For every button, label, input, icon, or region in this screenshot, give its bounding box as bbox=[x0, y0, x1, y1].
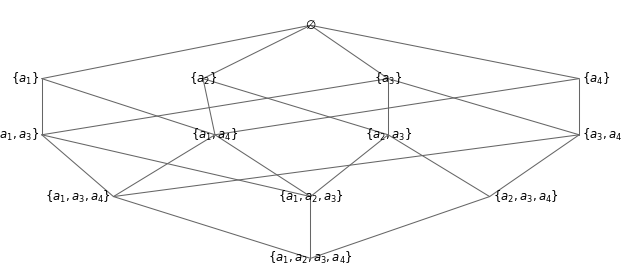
Text: $\{a_2,a_3,a_4\}$: $\{a_2,a_3,a_4\}$ bbox=[492, 188, 558, 205]
Text: $\{a_2\}$: $\{a_2\}$ bbox=[189, 71, 217, 87]
Text: $\{a_2,a_3\}$: $\{a_2,a_3\}$ bbox=[365, 127, 412, 143]
Text: $\{a_1,a_3,a_4\}$: $\{a_1,a_3,a_4\}$ bbox=[45, 188, 111, 205]
Text: $\{a_1\}$: $\{a_1\}$ bbox=[11, 71, 39, 87]
Text: $\{a_1,a_2,a_3\}$: $\{a_1,a_2,a_3\}$ bbox=[278, 188, 343, 205]
Text: $\{a_1,a_2,a_3,a_4\}$: $\{a_1,a_2,a_3,a_4\}$ bbox=[268, 250, 353, 266]
Text: $\{a_1,a_4\}$: $\{a_1,a_4\}$ bbox=[191, 127, 238, 143]
Text: $\{a_3\}$: $\{a_3\}$ bbox=[374, 71, 402, 87]
Text: $\emptyset$: $\emptyset$ bbox=[305, 19, 316, 32]
Text: $\{a_3,a_4\}$: $\{a_3,a_4\}$ bbox=[582, 127, 621, 143]
Text: $\{a_1,a_3\}$: $\{a_1,a_3\}$ bbox=[0, 127, 39, 143]
Text: $\{a_4\}$: $\{a_4\}$ bbox=[582, 71, 610, 87]
